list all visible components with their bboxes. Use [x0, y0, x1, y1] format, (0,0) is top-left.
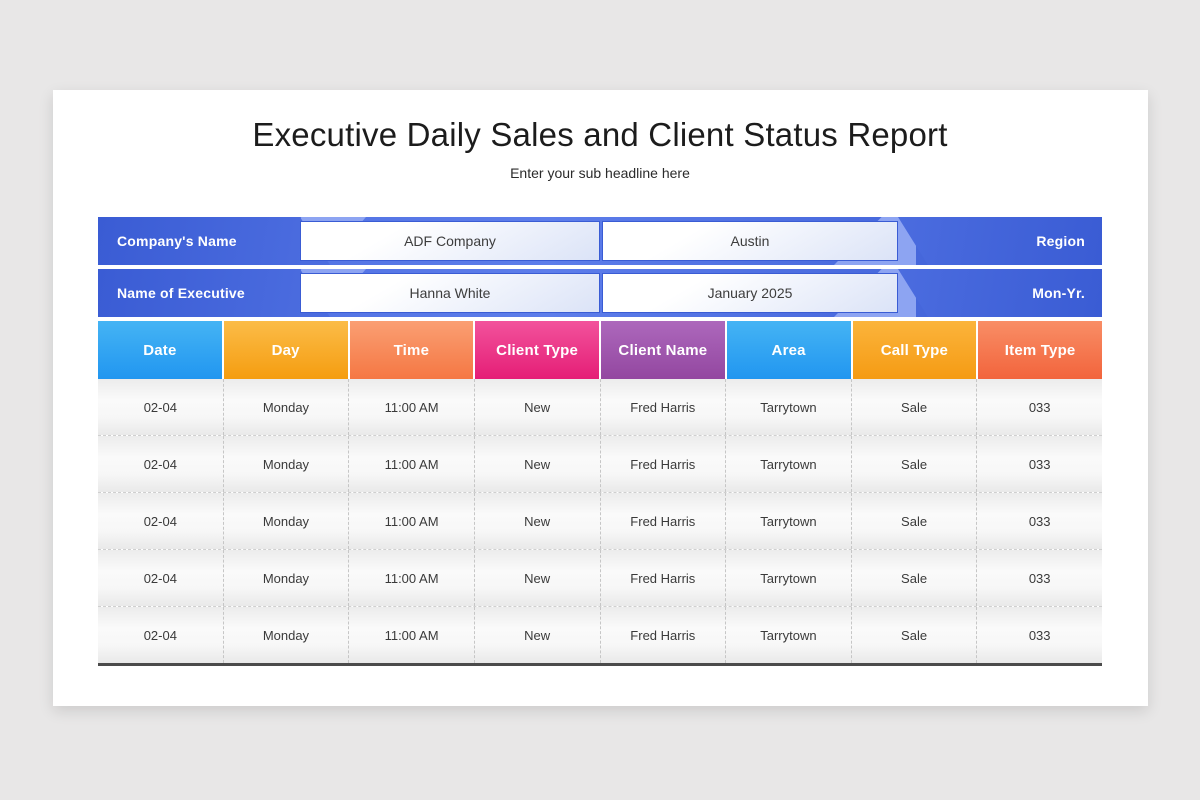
- table-cell: 11:00 AM: [348, 607, 474, 663]
- table-cell: 11:00 AM: [348, 550, 474, 606]
- table-cell: Fred Harris: [599, 550, 726, 606]
- table-cell: 033: [976, 379, 1102, 435]
- table-cell: Monday: [222, 550, 349, 606]
- table-cell: 02-04: [98, 607, 223, 663]
- sales-report-table: Date Day Time Client Type Client Name Area Cal…: [98, 321, 1102, 666]
- header-cell: Item Type: [978, 321, 1102, 379]
- table-cell: 033: [976, 607, 1102, 663]
- table-cell: Fred Harris: [599, 607, 726, 663]
- executive-name-field[interactable]: Hanna White: [300, 273, 600, 313]
- table-cell: New: [473, 379, 600, 435]
- table-row: 02-04 Monday 11:00 AM New Fred Harris Tarryto…: [98, 549, 1102, 606]
- header-cell: Client Type: [475, 321, 599, 379]
- table-cell: 02-04: [98, 436, 223, 492]
- table-cell: Monday: [222, 493, 349, 549]
- table-cell: Sale: [850, 436, 977, 492]
- table-header-row: Date Day Time Client Type Client Name Area Cal…: [98, 321, 1102, 379]
- table-body: 02-04 Monday 11:00 AM New Fred Harris Tarryto…: [98, 379, 1102, 663]
- page-subtitle: Enter your sub headline here: [510, 165, 690, 181]
- table-cell: Sale: [850, 379, 977, 435]
- table-cell: Fred Harris: [599, 379, 726, 435]
- table-cell: 11:00 AM: [348, 493, 474, 549]
- table-cell: Monday: [222, 379, 349, 435]
- table-cell: 033: [976, 436, 1102, 492]
- page-title: Executive Daily Sales and Client Status …: [252, 116, 948, 153]
- region-label: Region: [898, 217, 1102, 265]
- executive-name-label: Name of Executive: [98, 269, 330, 317]
- slide-content: Executive Daily Sales and Client Status …: [98, 90, 1102, 706]
- table-row: 02-04 Monday 11:00 AM New Fred Harris Tarryto…: [98, 606, 1102, 663]
- table-cell: Fred Harris: [599, 493, 726, 549]
- table-cell: Sale: [850, 493, 977, 549]
- region-field[interactable]: Austin: [602, 221, 898, 261]
- info-band-executive: Name of Executive Mon-Yr. Hanna White Ja…: [98, 269, 1102, 317]
- table-cell: 11:00 AM: [348, 436, 474, 492]
- header-cell: Client Name: [601, 321, 725, 379]
- table-cell: 02-04: [98, 550, 223, 606]
- header-cell: Time: [349, 321, 474, 379]
- table-cell: 033: [976, 493, 1102, 549]
- month-year-label: Mon-Yr.: [898, 269, 1102, 317]
- slide-card: Executive Daily Sales and Client Status …: [53, 90, 1148, 706]
- month-year-field[interactable]: January 2025: [602, 273, 898, 313]
- info-band-company: Company's Name Region ADF Company Austin: [98, 217, 1102, 265]
- table-cell: Tarrytown: [725, 607, 851, 663]
- header-cell: Date: [98, 321, 222, 379]
- table-cell: Tarrytown: [725, 379, 851, 435]
- table-cell: Monday: [222, 607, 349, 663]
- company-name-field[interactable]: ADF Company: [300, 221, 600, 261]
- header-cell: Area: [726, 321, 851, 379]
- table-cell: Fred Harris: [599, 436, 726, 492]
- table-cell: Sale: [850, 607, 977, 663]
- table-cell: Tarrytown: [725, 550, 851, 606]
- table-cell: Tarrytown: [725, 436, 851, 492]
- table-cell: 02-04: [98, 379, 223, 435]
- header-cell: Day: [223, 321, 348, 379]
- table-row: 02-04 Monday 11:00 AM New Fred Harris Tarryto…: [98, 379, 1102, 435]
- company-name-label: Company's Name: [98, 217, 330, 265]
- table-cell: Tarrytown: [725, 493, 851, 549]
- table-cell: New: [473, 493, 600, 549]
- table-row: 02-04 Monday 11:00 AM New Fred Harris Tarryto…: [98, 435, 1102, 492]
- table-cell: 033: [976, 550, 1102, 606]
- table-row: 02-04 Monday 11:00 AM New Fred Harris Tarryto…: [98, 492, 1102, 549]
- header-cell: Call Type: [852, 321, 977, 379]
- table-cell: New: [473, 607, 600, 663]
- table-cell: Monday: [222, 436, 349, 492]
- table-cell: New: [473, 550, 600, 606]
- table-cell: 11:00 AM: [348, 379, 474, 435]
- table-cell: New: [473, 436, 600, 492]
- table-cell: 02-04: [98, 493, 223, 549]
- table-cell: Sale: [850, 550, 977, 606]
